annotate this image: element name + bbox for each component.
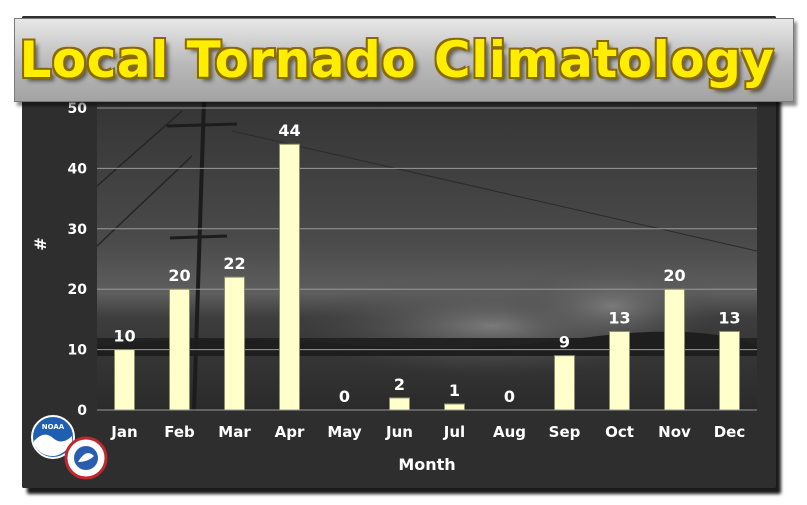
- y-tick-label: 40: [68, 161, 88, 177]
- y-axis-ticks: 0 10 20 30 40 50: [68, 101, 88, 419]
- y-tick-label: 0: [77, 403, 87, 419]
- data-label-dec: 13: [718, 308, 740, 327]
- bar-feb: [169, 288, 190, 411]
- nws-logo-icon: [64, 436, 108, 480]
- chart-title: Local Tornado Climatology: [19, 31, 775, 89]
- data-label-jul: 1: [449, 381, 460, 400]
- title-bar: Local Tornado Climatology: [14, 18, 794, 102]
- noaa-logo-text: NOAA: [42, 423, 65, 431]
- data-label-may: 0: [339, 387, 350, 406]
- data-label-mar: 22: [223, 254, 245, 273]
- y-tick-label: 10: [68, 343, 88, 359]
- bar-apr: [279, 143, 300, 411]
- data-label-aug: 0: [504, 387, 515, 406]
- x-tick-label-nov: Nov: [658, 423, 691, 441]
- data-label-sep: 9: [559, 333, 570, 352]
- x-tick-label-may: May: [327, 423, 362, 441]
- x-axis-ticks: Jan Feb Mar Apr May Jun Jul Aug Sep Oct Nov Dec: [110, 423, 745, 441]
- bar-dec: [719, 330, 740, 411]
- y-tick-label: 30: [68, 222, 88, 238]
- bar-mar: [224, 276, 245, 411]
- data-label-nov: 20: [663, 266, 685, 285]
- x-tick-label-mar: Mar: [218, 423, 251, 441]
- x-tick-label-dec: Dec: [714, 423, 746, 441]
- x-tick-label-jun: Jun: [385, 423, 413, 441]
- x-axis-label: Month: [398, 455, 455, 474]
- data-label-jun: 2: [394, 375, 405, 394]
- y-axis-label: #: [31, 237, 50, 250]
- x-tick-label-oct: Oct: [605, 423, 634, 441]
- bar-sep: [554, 355, 575, 411]
- x-tick-label-sep: Sep: [549, 423, 581, 441]
- y-tick-label: 50: [68, 101, 88, 117]
- x-tick-label-apr: Apr: [275, 423, 305, 441]
- bar-jan: [114, 349, 135, 411]
- x-tick-label-jan: Jan: [110, 423, 137, 441]
- bar-oct: [609, 330, 630, 411]
- x-tick-label-aug: Aug: [493, 423, 526, 441]
- bar-jul: [444, 403, 465, 411]
- data-label-feb: 20: [168, 266, 190, 285]
- bar-jun: [389, 397, 410, 411]
- data-label-apr: 44: [278, 121, 300, 140]
- bar-nov: [664, 288, 685, 411]
- data-label-oct: 13: [608, 308, 630, 327]
- data-label-jan: 10: [113, 327, 135, 346]
- y-tick-label: 20: [68, 282, 88, 298]
- x-tick-label-feb: Feb: [164, 423, 195, 441]
- noaa-logo-icon: NOAA: [31, 415, 75, 459]
- gridlines: [97, 107, 757, 351]
- bars: [114, 143, 740, 411]
- x-tick-label-jul: Jul: [443, 423, 465, 441]
